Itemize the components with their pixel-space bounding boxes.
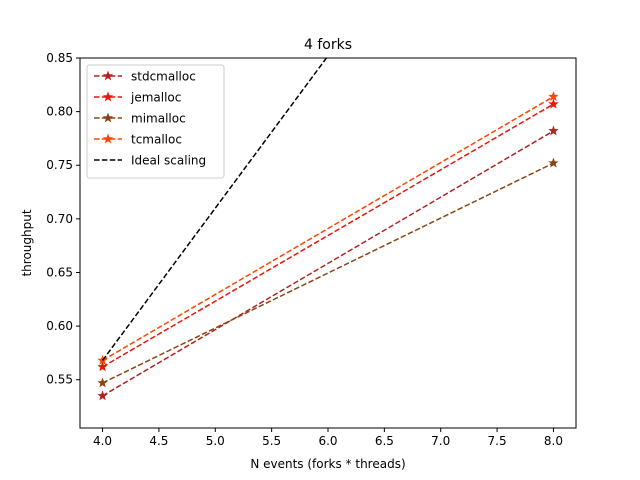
y-tick-label: 0.80 bbox=[46, 105, 73, 119]
legend-marker-tcmalloc bbox=[102, 133, 114, 144]
x-tick-label: 7.5 bbox=[488, 434, 507, 448]
y-tick-label: 0.60 bbox=[46, 319, 73, 333]
x-axis-label: N events (forks * threads) bbox=[250, 457, 405, 471]
y-tick-label: 0.70 bbox=[46, 212, 73, 226]
legend-marker-jemalloc bbox=[102, 91, 114, 102]
series-line-ideal-scaling bbox=[101, 58, 328, 361]
x-tick-label: 5.5 bbox=[262, 434, 281, 448]
series-line-stdcmalloc bbox=[102, 130, 554, 397]
data-point-stdcmalloc bbox=[97, 390, 108, 401]
legend-label-stdcmalloc: stdcmalloc bbox=[131, 70, 196, 84]
y-tick-label: 0.55 bbox=[46, 373, 73, 387]
plot-frame bbox=[79, 57, 577, 429]
data-point-mimalloc bbox=[548, 157, 559, 168]
legend-label-jemalloc: jemalloc bbox=[130, 91, 181, 105]
y-axis-label: throughput bbox=[20, 209, 34, 276]
x-tick-label: 4.0 bbox=[93, 434, 112, 448]
y-tick-label: 0.85 bbox=[46, 51, 73, 65]
x-tick-label: 7.0 bbox=[431, 434, 450, 448]
y-tick-label: 0.75 bbox=[46, 158, 73, 172]
legend-label-mimalloc: mimalloc bbox=[131, 112, 186, 126]
data-point-jemalloc bbox=[548, 98, 559, 109]
legend: stdcmalloc jemalloc mimalloc tcmalloc Ideal … bbox=[86, 64, 225, 179]
series-line-tcmalloc bbox=[102, 95, 554, 362]
x-tick-label: 5.0 bbox=[206, 434, 225, 448]
series-line-mimalloc bbox=[102, 162, 554, 384]
data-point-mimalloc bbox=[97, 377, 108, 388]
x-tick-label: 4.5 bbox=[149, 434, 168, 448]
data-point-tcmalloc bbox=[548, 91, 559, 102]
legend-marker-mimalloc bbox=[102, 112, 114, 123]
legend-label-ideal-scaling: Ideal scaling bbox=[131, 154, 206, 168]
chart-title: 4 forks bbox=[304, 37, 352, 53]
x-tick-label: 8.0 bbox=[544, 434, 563, 448]
data-point-jemalloc bbox=[97, 361, 108, 372]
y-tick-label: 0.65 bbox=[46, 265, 73, 279]
series-line-jemalloc bbox=[102, 103, 554, 368]
legend-marker-stdcmalloc bbox=[102, 70, 114, 81]
legend-box bbox=[86, 64, 225, 179]
data-point-stdcmalloc bbox=[548, 125, 559, 136]
x-tick-label: 6.0 bbox=[318, 434, 337, 448]
x-tick-label: 6.5 bbox=[375, 434, 394, 448]
legend-label-tcmalloc: tcmalloc bbox=[131, 133, 182, 147]
